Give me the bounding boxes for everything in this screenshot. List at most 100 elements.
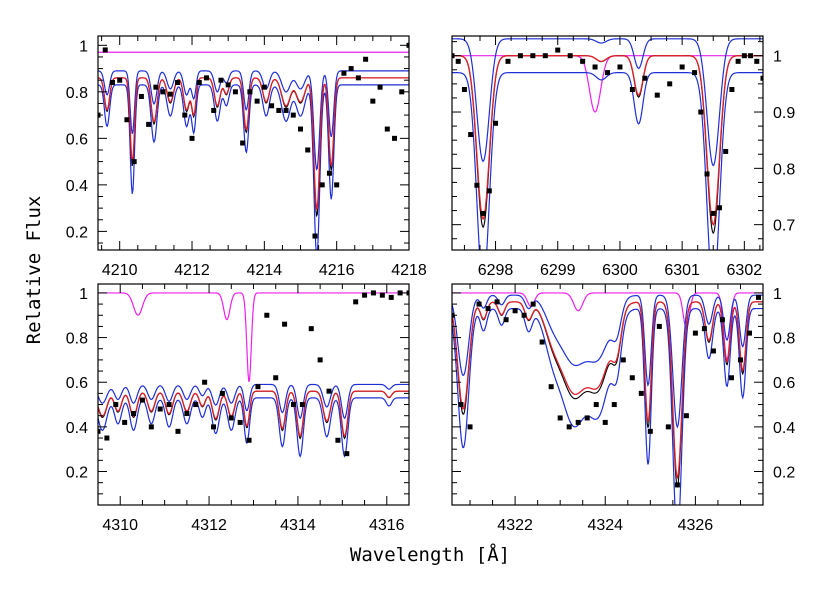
observed-point-bottom-left xyxy=(326,388,332,394)
y-tick-label-bottom-left: 1 xyxy=(79,286,88,303)
observed-point-bottom-right xyxy=(593,402,599,408)
observed-point-top-left xyxy=(131,159,137,165)
observed-point-top-left xyxy=(384,126,390,132)
plot-area-top-right xyxy=(452,38,763,250)
observed-point-top-left xyxy=(102,47,108,53)
panel-top-right: 6298 6299 6300 6301 6302 0.7 0.8 0.9 1 xyxy=(451,35,795,279)
observed-point-top-left xyxy=(117,77,123,83)
model-best-bottom-left xyxy=(98,390,409,438)
x-axis-title: Wavelength [Å] xyxy=(350,543,510,566)
y-tick-label-bottom-left: 0.4 xyxy=(66,420,88,437)
observed-point-top-left xyxy=(167,91,173,97)
observed-point-top-right xyxy=(486,188,492,194)
x-tick-label-top-left: 4210 xyxy=(102,262,138,279)
model-black-top-left xyxy=(98,77,409,218)
panel-frame-top-right xyxy=(451,35,764,251)
y-tick-label-top-right: 0.9 xyxy=(773,105,795,122)
plot-area-bottom-right xyxy=(452,292,763,505)
observed-point-bottom-left xyxy=(273,375,279,381)
observed-point-top-right xyxy=(667,81,673,87)
x-tick-label-top-right: 6301 xyxy=(664,262,700,279)
observed-point-bottom-left xyxy=(344,451,350,457)
observed-point-bottom-right xyxy=(503,317,509,323)
observed-point-top-left xyxy=(232,89,238,95)
observed-point-bottom-left xyxy=(299,402,305,408)
y-tick-label-top-right: 1 xyxy=(773,49,782,66)
x-tick-label-top-left: 4218 xyxy=(391,262,427,279)
observed-point-top-left xyxy=(363,56,369,62)
observed-point-top-left xyxy=(218,77,224,83)
observed-point-bottom-left xyxy=(184,410,190,416)
y-tick-label-top-left: 0.2 xyxy=(66,224,88,241)
observed-point-top-left xyxy=(153,84,159,90)
observed-point-top-right xyxy=(474,182,480,188)
panel-frame-top-left xyxy=(97,35,410,251)
observed-point-bottom-right xyxy=(611,402,617,408)
observed-point-bottom-right xyxy=(566,424,572,430)
observed-point-bottom-left xyxy=(237,419,243,425)
observed-point-bottom-left xyxy=(362,292,368,298)
x-tick-label-top-left: 4214 xyxy=(247,262,283,279)
observed-point-top-left xyxy=(341,70,347,76)
observed-point-top-right xyxy=(505,58,511,64)
observed-point-bottom-left xyxy=(282,321,288,327)
observed-point-top-left xyxy=(160,89,166,95)
x-tick-label-top-right: 6300 xyxy=(602,262,638,279)
y-tick-label-top-right: 0.8 xyxy=(773,161,795,178)
model-black-bottom-right xyxy=(452,301,763,489)
observed-point-bottom-left xyxy=(131,410,137,416)
observed-point-bottom-right xyxy=(575,419,581,425)
observed-point-top-left xyxy=(269,103,275,109)
observed-point-top-left xyxy=(189,135,195,141)
observed-point-top-right xyxy=(542,53,548,59)
observed-point-bottom-right xyxy=(647,428,653,434)
observed-point-bottom-left xyxy=(353,299,359,305)
observed-point-bottom-right xyxy=(458,402,464,408)
observed-point-top-right xyxy=(517,53,523,59)
observed-point-bottom-right xyxy=(746,330,752,336)
observed-point-bottom-right xyxy=(467,424,473,430)
observed-point-top-right xyxy=(530,53,536,59)
panel-top-left: 4210 4212 4214 4216 4218 0.2 0.4 0.6 0.8 1 xyxy=(66,35,427,279)
model-upper-bottom-left xyxy=(98,383,409,420)
observed-point-top-right xyxy=(555,47,561,53)
observed-point-top-right xyxy=(735,58,741,64)
observed-point-bottom-right xyxy=(692,330,698,336)
y-tick-label-bottom-right: 0.6 xyxy=(773,375,795,392)
observed-point-bottom-right xyxy=(485,306,491,312)
observed-point-bottom-right xyxy=(584,415,590,421)
observed-point-bottom-right xyxy=(683,413,689,419)
observed-point-bottom-left xyxy=(148,424,154,430)
observed-point-top-left xyxy=(261,84,267,90)
observed-point-bottom-left xyxy=(290,402,296,408)
observed-point-top-right xyxy=(692,70,698,76)
y-axis-title: Relative Flux xyxy=(23,196,45,345)
observed-point-top-left xyxy=(334,182,340,188)
y-tick-label-bottom-left: 0.8 xyxy=(66,331,88,348)
y-tick-label-top-left: 1 xyxy=(79,38,88,55)
observed-point-top-left xyxy=(326,170,332,176)
observed-point-top-right xyxy=(710,210,716,216)
observed-point-bottom-right xyxy=(629,375,635,381)
x-tick-label-bottom-right: 4326 xyxy=(678,517,714,534)
observed-point-top-right xyxy=(642,75,648,81)
observed-point-bottom-left xyxy=(157,406,163,412)
observed-point-bottom-left xyxy=(139,397,145,403)
observed-point-bottom-left xyxy=(113,402,119,408)
observed-point-bottom-right xyxy=(638,390,644,396)
panel-bottom-right: 4322 4324 4326 0.2 0.4 0.6 0.8 1 xyxy=(451,283,795,534)
model-lower-top-right xyxy=(452,72,763,250)
y-tick-label-bottom-right: 0.8 xyxy=(773,331,795,348)
observed-point-top-right xyxy=(748,53,754,59)
observed-point-top-right xyxy=(617,64,623,70)
observed-point-top-left xyxy=(305,147,311,153)
observed-point-top-right xyxy=(704,171,710,177)
observed-point-bottom-right xyxy=(530,301,536,307)
observed-point-top-right xyxy=(698,109,704,115)
observed-point-bottom-right xyxy=(674,482,680,488)
observed-point-bottom-right xyxy=(494,299,500,305)
x-tick-label-top-left: 4212 xyxy=(174,262,210,279)
y-tick-label-top-left: 0.8 xyxy=(66,85,88,102)
observed-point-bottom-left xyxy=(255,384,261,390)
observed-point-bottom-left xyxy=(166,402,172,408)
